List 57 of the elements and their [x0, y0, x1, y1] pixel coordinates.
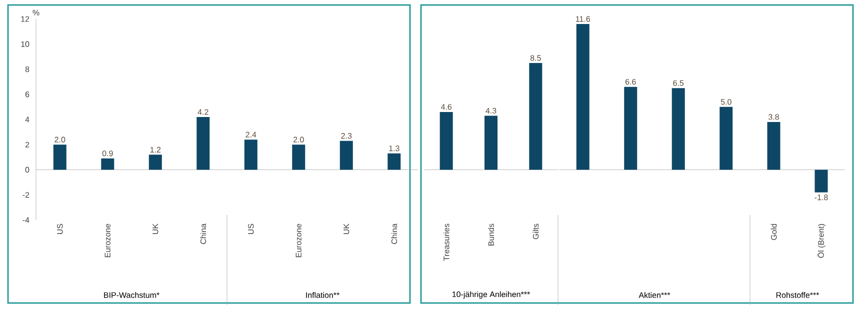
bar: [101, 158, 114, 170]
bar: [292, 144, 306, 170]
x-tick-label: US: [248, 224, 254, 234]
bar: [624, 86, 638, 170]
x-axis-title: 10-jährige Anleihen***: [452, 291, 530, 299]
data-label: 6.6: [625, 78, 636, 85]
y-tick-label: 6: [25, 92, 30, 98]
y-tick-label: 0: [25, 166, 30, 173]
y-tick-label: 2: [25, 142, 30, 148]
data-label: 4.2: [198, 109, 208, 115]
x-tick-label: China: [391, 224, 398, 244]
bar: [672, 88, 685, 170]
x-tick-label: Bunds: [488, 224, 494, 246]
data-label: 1.3: [389, 146, 400, 152]
y-tick-label: 8: [25, 66, 30, 72]
data-label: 8.5: [530, 55, 541, 61]
y-tick-label: 12: [21, 16, 30, 22]
data-label: 2.0: [54, 136, 66, 142]
y-tick-label: 4: [25, 116, 30, 122]
data-label: 5.0: [720, 99, 732, 105]
data-label: 2.3: [341, 132, 352, 139]
data-label: 1.2: [150, 146, 161, 152]
x-axis-title: Inflation**: [306, 292, 340, 298]
data-label: 11.6: [576, 16, 590, 22]
x-tick-label: UK: [344, 224, 350, 234]
y-tick-label: 10: [21, 41, 30, 47]
data-label: 6.5: [673, 80, 684, 86]
x-tick-label: UK: [152, 224, 158, 234]
data-label: 0.9: [102, 150, 113, 156]
x-tick-label: Gold: [770, 224, 777, 240]
data-label: 4.3: [486, 108, 496, 114]
x-tick-label: Öl (Brent): [817, 224, 826, 258]
data-label: -1.8: [814, 194, 828, 200]
y-tick-label: -2: [22, 192, 30, 198]
bar: [53, 144, 66, 170]
x-axis-title: Rohstoffe***: [776, 292, 820, 298]
data-label: 2.0: [293, 136, 304, 142]
bar: [148, 154, 162, 170]
data-label: 4.6: [440, 104, 452, 110]
bar: [388, 153, 401, 170]
x-tick-label: US: [57, 224, 63, 234]
data-label: 2.4: [246, 132, 256, 138]
x-axis-title: BIP-Wachstum*: [104, 292, 160, 298]
y-axis-title: %: [32, 10, 40, 16]
data-label: 3.8: [768, 114, 779, 120]
x-tick-label: Eurozone: [104, 224, 110, 258]
bar: [196, 116, 210, 170]
bar: [720, 106, 733, 170]
bar: [340, 140, 353, 170]
x-tick-label: Gilts: [532, 224, 539, 240]
bar: [576, 24, 590, 170]
x-tick-label: China: [200, 224, 206, 244]
bar: [244, 140, 258, 170]
x-axis-title: Aktien***: [638, 292, 670, 298]
x-tick-label: Eurozone: [296, 224, 302, 258]
x-tick-label: Treasuries: [443, 224, 450, 261]
y-tick-label: -4: [22, 217, 30, 223]
